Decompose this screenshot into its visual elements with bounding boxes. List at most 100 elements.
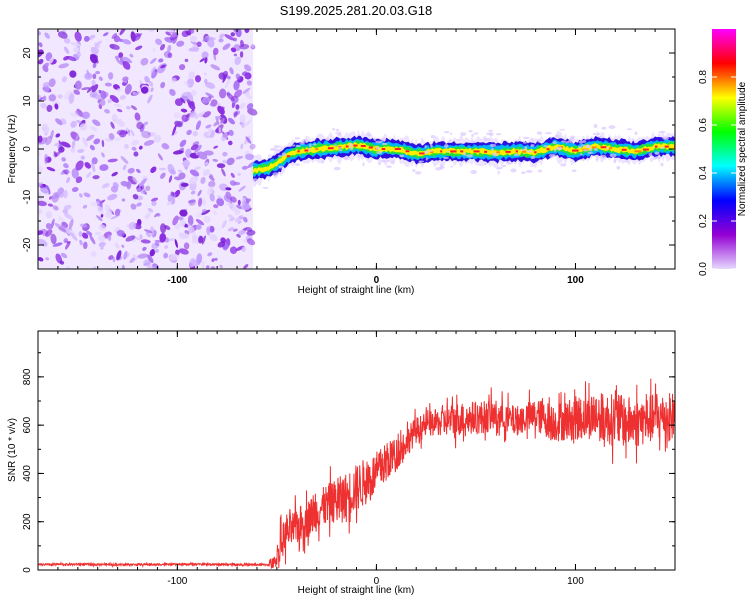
- noise-speck: [63, 37, 71, 44]
- noise-speck: [249, 143, 256, 150]
- noise-speck: [113, 103, 123, 108]
- ridge-peak: [360, 145, 366, 148]
- noise-speck: [82, 241, 88, 250]
- noise-speck: [182, 159, 191, 167]
- noise-speck: [38, 257, 44, 262]
- noise-speck: [167, 238, 176, 242]
- noise-speck: [83, 192, 91, 198]
- noise-speck: [217, 195, 223, 199]
- noise-speck: [107, 193, 118, 201]
- ridge-peak: [381, 148, 386, 150]
- noise-speck: [142, 246, 147, 251]
- noise-speck: [70, 120, 77, 128]
- ridge-fuzz: [616, 165, 621, 170]
- ridge-fuzz: [490, 148, 494, 151]
- y-tick-label: 400: [22, 465, 33, 482]
- noise-speck: [48, 78, 56, 88]
- ridge-fuzz: [519, 149, 527, 151]
- noise-speck: [201, 96, 210, 104]
- noise-speck: [130, 105, 138, 111]
- noise-speck: [129, 257, 136, 264]
- noise-speck: [174, 120, 183, 128]
- noise-speck: [173, 111, 181, 119]
- noise-speck: [114, 137, 122, 141]
- noise-speck: [131, 139, 140, 146]
- noise-speck: [136, 187, 142, 193]
- noise-speck: [111, 113, 118, 123]
- noise-speck: [151, 200, 157, 207]
- ridge-fuzz: [548, 153, 556, 158]
- ridge-peak: [304, 149, 309, 152]
- noise-speck: [109, 43, 120, 50]
- ridge-peak: [405, 150, 410, 153]
- noise-speck: [205, 92, 214, 98]
- noise-speck: [201, 51, 209, 59]
- ridge-peak: [572, 149, 579, 152]
- ridge-fuzz: [593, 124, 598, 129]
- noise-speck: [81, 87, 91, 91]
- noise-speck: [188, 176, 199, 185]
- spectrogram-noise-region: [38, 29, 258, 269]
- noise-speck: [169, 253, 179, 261]
- noise-speck: [115, 58, 123, 65]
- noise-speck: [108, 72, 114, 80]
- noise-speck: [108, 133, 115, 140]
- noise-speck: [46, 104, 53, 113]
- noise-speck: [148, 29, 155, 33]
- noise-speck: [192, 231, 197, 241]
- ridge-peak: [522, 150, 527, 153]
- noise-speck: [89, 53, 99, 59]
- ridge-fuzz: [662, 136, 669, 141]
- noise-speck: [209, 225, 215, 233]
- noise-speck: [119, 29, 126, 36]
- ridge-fuzz: [386, 165, 392, 168]
- noise-speck: [218, 127, 222, 133]
- noise-speck: [150, 166, 157, 174]
- ridge-fuzz: [272, 172, 279, 176]
- noise-speck: [74, 80, 82, 90]
- noise-speck: [204, 78, 208, 84]
- ridge-fuzz: [536, 131, 543, 135]
- ridge-peak: [368, 146, 373, 149]
- noise-speck: [186, 129, 192, 136]
- noise-speck: [169, 89, 176, 96]
- noise-speck: [192, 44, 199, 53]
- noise-speck: [243, 264, 249, 269]
- ridge-fuzz: [595, 158, 599, 161]
- noise-speck: [155, 38, 163, 46]
- noise-speck: [90, 201, 100, 207]
- noise-speck: [209, 192, 215, 202]
- noise-speck: [45, 135, 53, 146]
- noise-speck: [109, 94, 119, 103]
- colorbar-tick-label: 0.8: [698, 70, 709, 84]
- ridge-fuzz: [556, 146, 563, 151]
- noise-speck: [226, 157, 235, 166]
- noise-speck: [122, 60, 131, 70]
- y-tick-label: 10: [22, 95, 33, 107]
- noise-speck: [144, 212, 151, 219]
- noise-speck: [57, 94, 63, 99]
- noise-speck: [245, 136, 252, 144]
- ridge-peak: [353, 144, 358, 147]
- noise-speck: [241, 246, 246, 252]
- ridge-fuzz: [510, 168, 517, 173]
- ridge-peak: [591, 146, 597, 149]
- noise-speck: [237, 172, 241, 176]
- ridge-fuzz: [333, 144, 338, 147]
- noise-speck: [210, 64, 221, 71]
- noise-speck: [161, 143, 170, 150]
- ridge-fuzz: [425, 157, 428, 161]
- noise-speck: [213, 204, 219, 209]
- noise-speck: [92, 62, 97, 69]
- ridge-peak: [286, 155, 291, 158]
- noise-speck: [114, 208, 121, 216]
- noise-speck: [192, 130, 198, 137]
- noise-speck: [38, 200, 47, 207]
- ridge-fuzz: [357, 155, 363, 157]
- noise-speck: [122, 39, 132, 45]
- noise-speck: [219, 88, 227, 99]
- noise-speck: [86, 85, 95, 93]
- noise-speck: [77, 148, 85, 153]
- noise-speck: [40, 187, 48, 194]
- noise-speck: [81, 232, 89, 239]
